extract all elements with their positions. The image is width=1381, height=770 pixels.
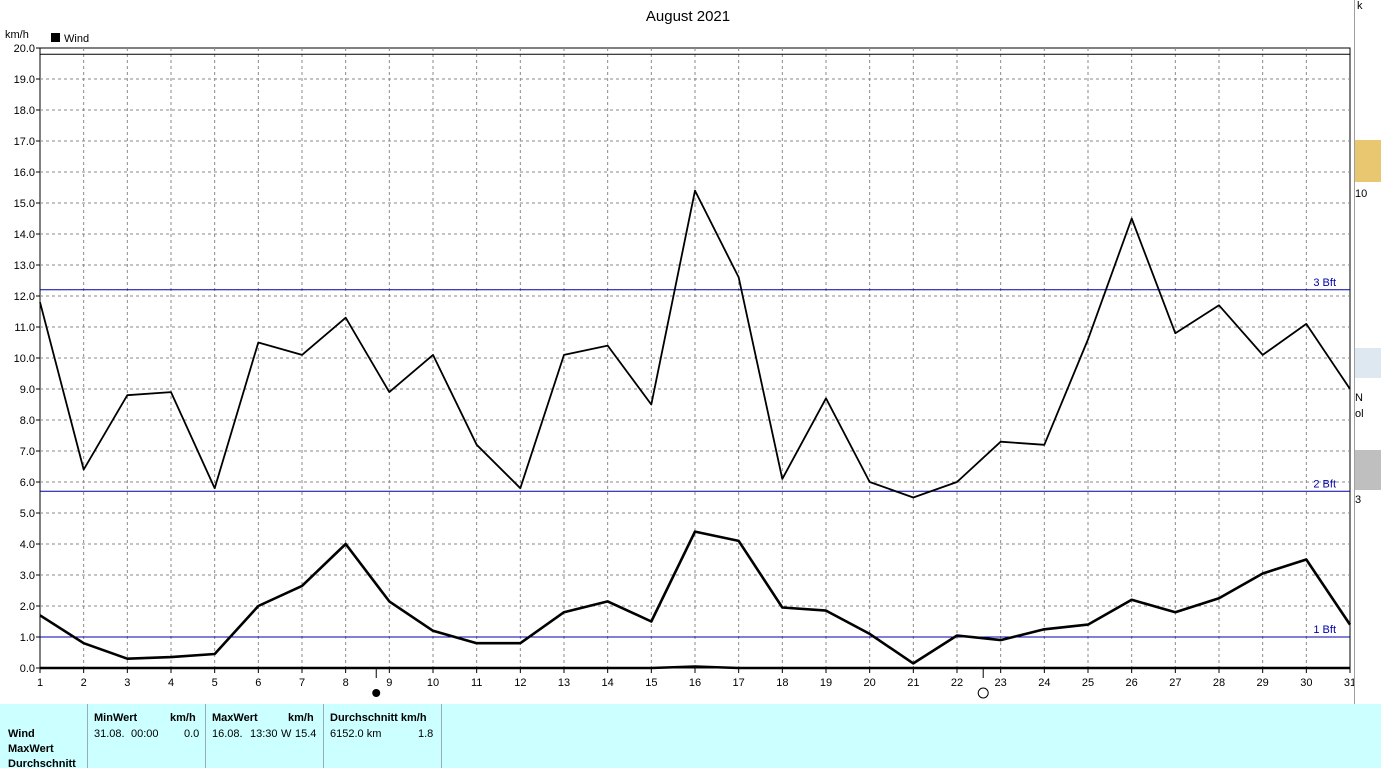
- x-tick-label: 31: [1344, 677, 1355, 689]
- x-tick-label: 24: [1038, 677, 1050, 689]
- row-label-max: MaxWert: [8, 743, 54, 755]
- y-tick-label: 14.0: [14, 229, 35, 241]
- avg-header: Durchschnitt km/h: [330, 712, 427, 724]
- y-tick-label: 13.0: [14, 260, 35, 272]
- x-tick-label: 29: [1257, 677, 1269, 689]
- x-tick-label: 3: [124, 677, 130, 689]
- x-tick-label: 9: [386, 677, 392, 689]
- chart-title: August 2021: [646, 8, 730, 25]
- y-tick-label: 11.0: [14, 322, 35, 334]
- max-date: 16.08.: [212, 728, 243, 740]
- y-tick-label: 15.0: [14, 198, 35, 210]
- x-tick-label: 7: [299, 677, 305, 689]
- avg-distance: 6152.0 km: [330, 728, 382, 740]
- legend-swatch: [51, 33, 60, 42]
- max-header: MaxWert: [212, 712, 258, 724]
- y-tick-label: 1.0: [20, 632, 35, 644]
- max-value: 15.4: [295, 728, 317, 740]
- edge-text: 10: [1355, 188, 1368, 200]
- x-tick-label: 12: [514, 677, 526, 689]
- y-tick-label: 16.0: [14, 167, 35, 179]
- y-tick-label: 20.0: [14, 43, 35, 55]
- y-tick-label: 8.0: [20, 415, 35, 427]
- avg-value: 1.8: [418, 728, 434, 740]
- x-tick-label: 25: [1082, 677, 1094, 689]
- full-moon-icon: [977, 687, 989, 699]
- y-tick-label: 19.0: [14, 74, 35, 86]
- row-label-wind: Wind: [8, 728, 35, 740]
- x-tick-label: 13: [558, 677, 570, 689]
- edge-panel: [1355, 348, 1381, 378]
- legend-label: Wind: [64, 33, 89, 45]
- x-tick-label: 8: [343, 677, 349, 689]
- y-tick-label: 4.0: [20, 539, 35, 551]
- x-tick-label: 27: [1169, 677, 1181, 689]
- adjacent-window-edge: k 10 N ol 3: [1354, 0, 1381, 768]
- y-axis-unit: km/h: [5, 29, 29, 41]
- series-durchschnitt: [39, 530, 1352, 665]
- x-tick-label: 11: [471, 677, 482, 689]
- x-tick-label: 10: [427, 677, 439, 689]
- min-value: 0.0: [184, 728, 200, 740]
- x-tick-label: 28: [1213, 677, 1225, 689]
- y-tick-label: 9.0: [20, 384, 35, 396]
- x-tick-label: 6: [255, 677, 261, 689]
- y-tick-label: 6.0: [20, 477, 35, 489]
- x-tick-label: 19: [820, 677, 832, 689]
- y-tick-label: 17.0: [14, 136, 35, 148]
- x-tick-label: 16: [689, 677, 701, 689]
- x-tick-label: 23: [995, 677, 1007, 689]
- edge-text: 3: [1355, 494, 1362, 506]
- x-tick-label: 20: [864, 677, 876, 689]
- y-tick-label: 18.0: [14, 105, 35, 117]
- x-tick-label: 2: [81, 677, 87, 689]
- min-header: MinWert: [94, 712, 138, 724]
- edge-text: k: [1357, 0, 1363, 12]
- max-direction: W: [281, 728, 292, 740]
- x-tick-label: 5: [212, 677, 218, 689]
- edge-folder-icon: [1355, 140, 1381, 182]
- bft-label: 2 Bft: [1313, 478, 1336, 490]
- stats-panel: Wind MaxWert Durchschnitt MinWert km/h 3…: [0, 704, 1381, 770]
- y-tick-label: 3.0: [20, 570, 35, 582]
- x-tick-label: 1: [37, 677, 43, 689]
- y-tick-label: 5.0: [20, 508, 35, 520]
- min-unit: km/h: [170, 712, 196, 724]
- bft-label: 3 Bft: [1313, 277, 1336, 289]
- y-tick-label: 2.0: [20, 601, 35, 613]
- bft-label: 1 Bft: [1313, 624, 1336, 636]
- wind-chart: August 2021 km/h Wind 1 Bft 2 Bft 3 Bft 0.…: [5, 8, 1355, 699]
- series-maxwert: [39, 189, 1351, 499]
- edge-thumbnail: [1355, 450, 1381, 490]
- x-tick-label: 22: [951, 677, 963, 689]
- max-time: 13:30: [250, 728, 278, 740]
- x-tick-label: 17: [733, 677, 745, 689]
- x-tick-label: 14: [602, 677, 614, 689]
- y-tick-label: 7.0: [20, 446, 35, 458]
- series-minwert: [40, 665, 1350, 670]
- edge-text: ol: [1355, 408, 1364, 420]
- x-tick-label: 30: [1300, 677, 1312, 689]
- min-time: 00:00: [131, 728, 159, 740]
- x-tick-label: 15: [645, 677, 657, 689]
- edge-text: N: [1355, 392, 1363, 404]
- min-date: 31.08.: [94, 728, 125, 740]
- new-moon-icon: [372, 689, 381, 697]
- x-tick-label: 26: [1126, 677, 1138, 689]
- row-label-avg: Durchschnitt: [8, 758, 76, 770]
- x-tick-label: 4: [168, 677, 174, 689]
- x-tick-label: 21: [907, 677, 919, 689]
- y-tick-label: 10.0: [14, 353, 35, 365]
- max-unit: km/h: [288, 712, 314, 724]
- y-tick-label: 0.0: [20, 663, 35, 675]
- y-tick-label: 12.0: [14, 291, 35, 303]
- x-tick-label: 18: [776, 677, 788, 689]
